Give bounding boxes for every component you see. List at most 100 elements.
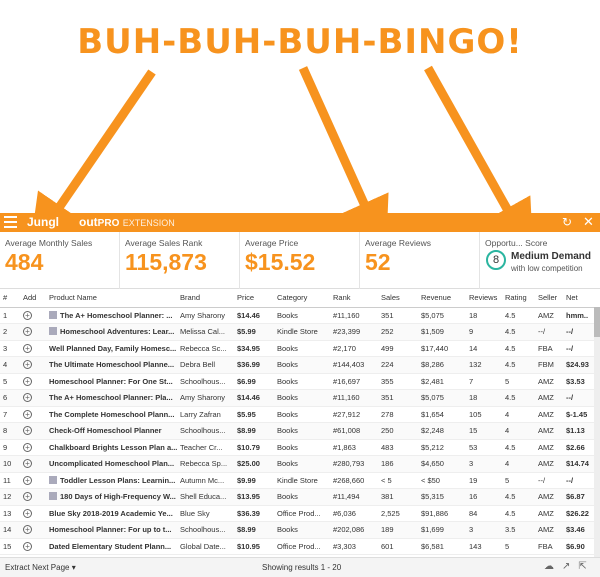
trend-icon[interactable]: ↗: [562, 561, 571, 572]
category-cell: Books: [274, 455, 330, 473]
product-name-link[interactable]: Well Planned Day, Family Homesc...: [49, 343, 177, 353]
column-header[interactable]: Product Name: [46, 289, 177, 308]
product-name-cell: Homeschool Planner: For One St...: [46, 373, 177, 390]
table-row[interactable]: 1 + The A+ Homeschool Planner: ... Amy Shar…: [0, 307, 594, 324]
footer-bar: Extract Next Page ▾ Showing results 1 - …: [0, 557, 600, 577]
table-row[interactable]: 14 + Homeschool Planner: For up to t... Sch…: [0, 521, 594, 539]
product-name-link[interactable]: Check-Off Homeschool Planner: [49, 426, 162, 436]
product-name-link[interactable]: Homeschool Planner: For up to t...: [49, 525, 172, 535]
table-row[interactable]: 2 + Homeschool Adventures: Lear... Melissa …: [0, 323, 594, 341]
column-header[interactable]: Sales: [378, 289, 418, 308]
seller-cell: FBA: [535, 538, 563, 555]
results-count: Showing results 1 - 20: [262, 563, 342, 572]
column-header[interactable]: Rank: [330, 289, 378, 308]
add-cell: +: [20, 356, 46, 374]
product-name-link[interactable]: Homeschool Adventures: Lear...: [60, 327, 175, 337]
brand-cell: Global Date...: [177, 538, 234, 555]
add-icon[interactable]: +: [23, 426, 32, 436]
sales-cell: 189: [378, 521, 418, 539]
revenue-cell: $5,212: [418, 439, 466, 456]
table-row[interactable]: 5 + Homeschool Planner: For One St... Schoo…: [0, 373, 594, 390]
rating-cell: 4.5: [502, 340, 535, 357]
table-row[interactable]: 7 + The Complete Homeschool Plann... Larry …: [0, 406, 594, 423]
product-name-link[interactable]: Blue Sky 2018-2019 Academic Ye...: [49, 508, 173, 518]
n-cell: 15: [0, 538, 20, 555]
product-name-link[interactable]: The A+ Homeschool Planner: ...: [60, 310, 173, 320]
add-icon[interactable]: +: [23, 475, 32, 485]
column-header[interactable]: Category: [274, 289, 330, 308]
category-cell: Books: [274, 422, 330, 440]
product-name-link[interactable]: Homeschool Planner: For One St...: [49, 376, 173, 386]
product-name-link[interactable]: The Ultimate Homeschool Planne...: [49, 360, 175, 370]
table-row[interactable]: 6 + The A+ Homeschool Planner: Pla... Amy S…: [0, 389, 594, 407]
product-name-link[interactable]: Toddler Lesson Plans: Learnin...: [60, 475, 176, 485]
refresh-icon[interactable]: ↻: [562, 215, 573, 229]
cloud-icon[interactable]: ☁: [544, 561, 554, 572]
n-cell: 8: [0, 422, 20, 440]
column-header[interactable]: Rating: [502, 289, 535, 308]
column-header[interactable]: Net: [563, 289, 594, 308]
add-icon[interactable]: +: [23, 508, 32, 518]
table-row[interactable]: 9 + Chalkboard Brights Lesson Plan a... Tea…: [0, 439, 594, 456]
column-header[interactable]: Revenue: [418, 289, 466, 308]
column-header[interactable]: Reviews: [466, 289, 502, 308]
table-row[interactable]: 8 + Check-Off Homeschool Planner Schoolhous…: [0, 422, 594, 440]
net-cell: $24.93: [563, 356, 594, 374]
brand-cell: Larry Zafran: [177, 406, 234, 423]
rank-cell: #3,303: [330, 538, 378, 555]
category-cell: Kindle Store: [274, 323, 330, 341]
product-name-link[interactable]: 180 Days of High-Frequency W...: [60, 492, 176, 502]
table-row[interactable]: 12 +180 Days of High-Frequency W... Shell …: [0, 488, 594, 506]
extension-panel: Jungl outPRO EXTENSION ↻ ✕ Average Month…: [0, 213, 600, 577]
column-header[interactable]: Add: [20, 289, 46, 308]
price-cell: $25.00: [234, 455, 274, 473]
add-icon[interactable]: +: [23, 442, 32, 452]
add-icon[interactable]: +: [23, 376, 32, 386]
table-row[interactable]: 3 + Well Planned Day, Family Homesc... Rebe…: [0, 340, 594, 357]
add-icon[interactable]: +: [23, 409, 32, 419]
seller-cell: AMZ: [535, 488, 563, 506]
menu-icon[interactable]: [4, 216, 17, 228]
add-icon[interactable]: +: [23, 541, 32, 551]
sales-cell: 351: [378, 307, 418, 324]
column-header[interactable]: Seller: [535, 289, 563, 308]
table-row[interactable]: 13 + Blue Sky 2018-2019 Academic Ye... Blue…: [0, 505, 594, 522]
product-name-link[interactable]: The A+ Homeschool Planner: Pla...: [49, 393, 173, 403]
reviews-cell: 16: [466, 488, 502, 506]
add-icon[interactable]: +: [23, 327, 32, 337]
extract-next-page-button[interactable]: Extract Next Page ▾: [5, 563, 76, 572]
brand-logo: Jungl outPRO EXTENSION: [27, 215, 175, 229]
add-icon[interactable]: +: [23, 310, 32, 320]
product-name-link[interactable]: The Complete Homeschool Plann...: [49, 409, 175, 419]
table-row[interactable]: 10 + Uncomplicated Homeschool Plan... Rebec…: [0, 455, 594, 473]
column-header[interactable]: Price: [234, 289, 274, 308]
table-row[interactable]: 4 + The Ultimate Homeschool Planne... Debra…: [0, 356, 594, 374]
close-icon[interactable]: ✕: [583, 214, 594, 229]
add-icon[interactable]: +: [23, 393, 32, 403]
product-name-link[interactable]: Uncomplicated Homeschool Plan...: [49, 459, 175, 469]
seller-cell: AMZ: [535, 505, 563, 522]
export-icon[interactable]: ⇱: [578, 561, 587, 572]
table-scrollbar[interactable]: [594, 307, 600, 557]
stat-opportunity-score[interactable]: Opportu... Score 8 Medium Demand with lo…: [485, 238, 592, 273]
add-icon[interactable]: +: [23, 360, 32, 370]
add-icon[interactable]: +: [23, 343, 32, 353]
add-icon[interactable]: +: [23, 492, 32, 502]
table-row[interactable]: 15 + Dated Elementary Student Plann... Glob…: [0, 538, 594, 555]
add-cell: +: [20, 455, 46, 473]
product-name-link[interactable]: Chalkboard Brights Lesson Plan a...: [49, 442, 177, 452]
add-cell: +: [20, 488, 46, 506]
add-icon[interactable]: +: [23, 459, 32, 469]
category-cell: Books: [274, 389, 330, 407]
product-name-cell: The A+ Homeschool Planner: Pla...: [46, 389, 177, 407]
column-header[interactable]: #: [0, 289, 20, 308]
sales-cell: 499: [378, 340, 418, 357]
add-icon[interactable]: +: [23, 525, 32, 535]
net-cell: $2.66: [563, 439, 594, 456]
seller-cell: --/: [535, 472, 563, 489]
price-cell: $9.99: [234, 472, 274, 489]
product-name-link[interactable]: Dated Elementary Student Plann...: [49, 541, 172, 551]
table-row[interactable]: 11 + Toddler Lesson Plans: Learnin... Autum…: [0, 472, 594, 489]
column-header[interactable]: Brand: [177, 289, 234, 308]
price-cell: $34.95: [234, 340, 274, 357]
